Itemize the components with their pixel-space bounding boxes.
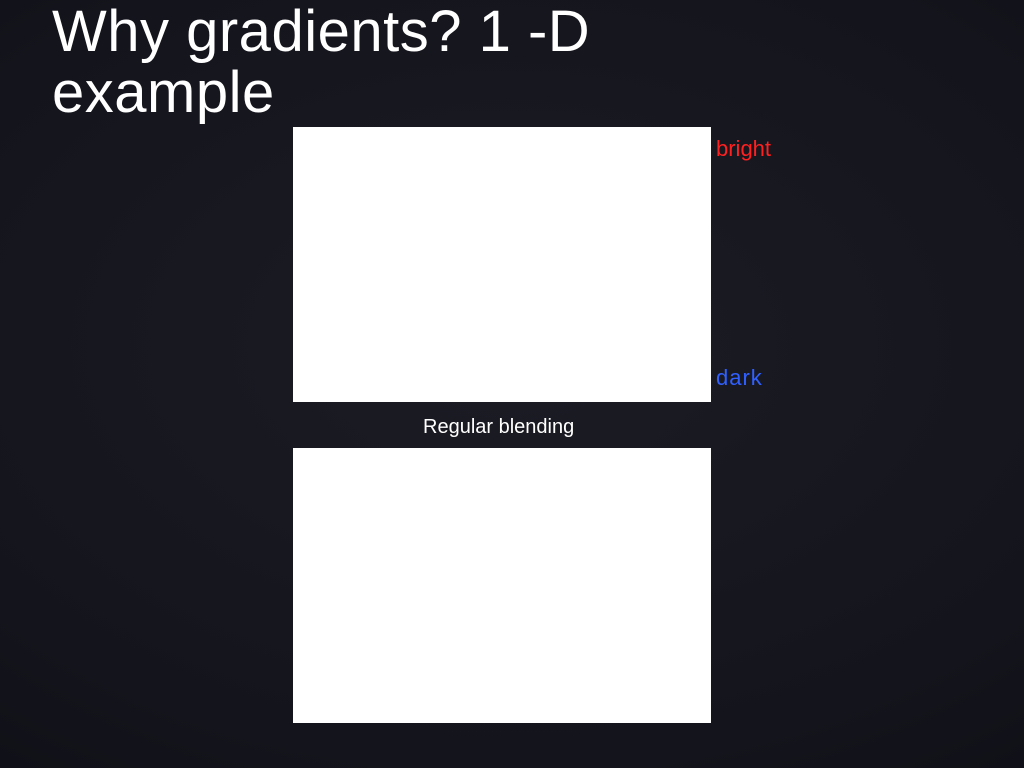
slide-title: Why gradients? 1 -D example xyxy=(52,2,702,124)
blending-caption: Regular blending xyxy=(423,416,574,439)
top-panel xyxy=(293,127,711,402)
label-dark: dark xyxy=(716,365,763,391)
bottom-panel xyxy=(293,448,711,723)
label-bright: bright xyxy=(716,136,771,162)
